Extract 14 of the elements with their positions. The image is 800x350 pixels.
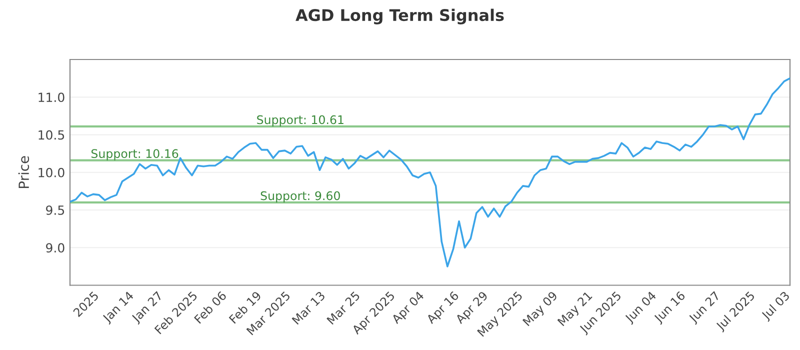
y-tick-label: 11.0 (38, 92, 64, 102)
y-axis-title: Price (18, 156, 30, 188)
y-tick-label: 9.0 (46, 243, 64, 253)
x-tick-label: Jul 03 (760, 290, 792, 322)
y-tick-label: 10.0 (38, 168, 64, 178)
y-tick-label: 10.5 (38, 130, 64, 140)
x-tick-label: Mar 25 (326, 290, 360, 325)
y-tick-label: 9.5 (46, 205, 64, 215)
ref-line-label: Support: 9.60 (260, 191, 340, 202)
ref-line-label: Support: 10.16 (91, 149, 178, 160)
ref-line-label: Support: 10.61 (257, 115, 344, 126)
x-tick-label: Mar 13 (292, 290, 326, 325)
chart-title: AGD Long Term Signals (296, 8, 504, 24)
line-series (70, 77, 790, 268)
